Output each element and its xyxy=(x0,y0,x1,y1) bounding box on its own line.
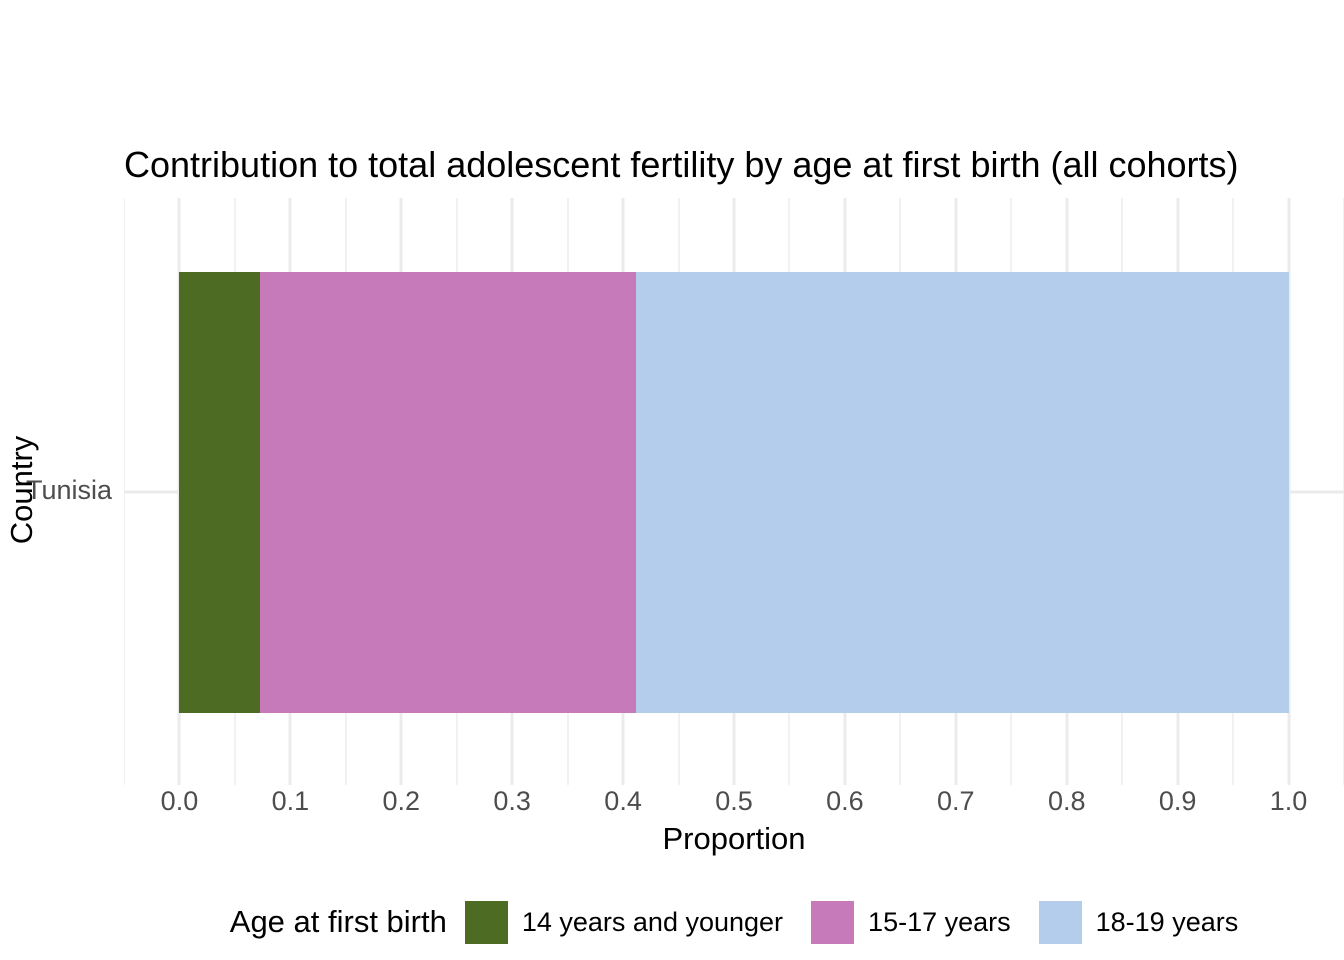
x-tick-label: 0.9 xyxy=(1158,786,1197,816)
legend-title: Age at first birth xyxy=(229,904,447,939)
legend-item: 14 years and younger xyxy=(464,900,784,944)
legend-label: 14 years and younger xyxy=(521,906,784,937)
legend-swatch-icon xyxy=(811,900,855,944)
legend-swatch-icon xyxy=(1038,900,1082,944)
x-axis-tick-labels: 0.0 0.1 0.2 0.3 0.4 0.5 0.6 0.7 0.8 0.9 1.0 xyxy=(124,786,1344,816)
x-tick-label: 0.3 xyxy=(493,786,531,816)
y-tick-label: Tunisia xyxy=(25,475,112,505)
x-tick-label: 0.8 xyxy=(1047,786,1086,816)
x-tick-label: 0.7 xyxy=(937,786,975,816)
legend-items: 14 years and younger 15-17 years 18-19 yea… xyxy=(464,900,1239,944)
x-tick-label: 0.2 xyxy=(382,786,421,816)
x-tick-label: 1.0 xyxy=(1269,786,1308,816)
legend-label: 15-17 years xyxy=(868,906,1011,937)
legend: Age at first birth 14 years and younger 1… xyxy=(124,898,1344,946)
bar-segment-15-17-years xyxy=(260,271,637,714)
bar-segment-18-19-years xyxy=(636,271,1289,714)
legend-item: 15-17 years xyxy=(811,900,1011,944)
plot-panel xyxy=(124,198,1344,785)
x-tick-label: 0.0 xyxy=(160,786,199,816)
bar-segment-14-years-and-younger xyxy=(179,271,261,714)
legend-item: 18-19 years xyxy=(1038,900,1239,944)
x-tick-label: 0.6 xyxy=(826,786,864,816)
x-axis-title: Proportion xyxy=(662,821,806,856)
x-tick-label: 0.5 xyxy=(715,786,753,816)
x-tick-label: 0.1 xyxy=(271,786,310,816)
legend-label: 18-19 years xyxy=(1095,906,1239,937)
chart-title: Contribution to total adolescent fertili… xyxy=(124,144,1239,185)
x-tick-label: 0.4 xyxy=(604,786,642,816)
bar-tunisia xyxy=(124,271,1344,714)
legend-swatch-icon xyxy=(464,900,508,944)
